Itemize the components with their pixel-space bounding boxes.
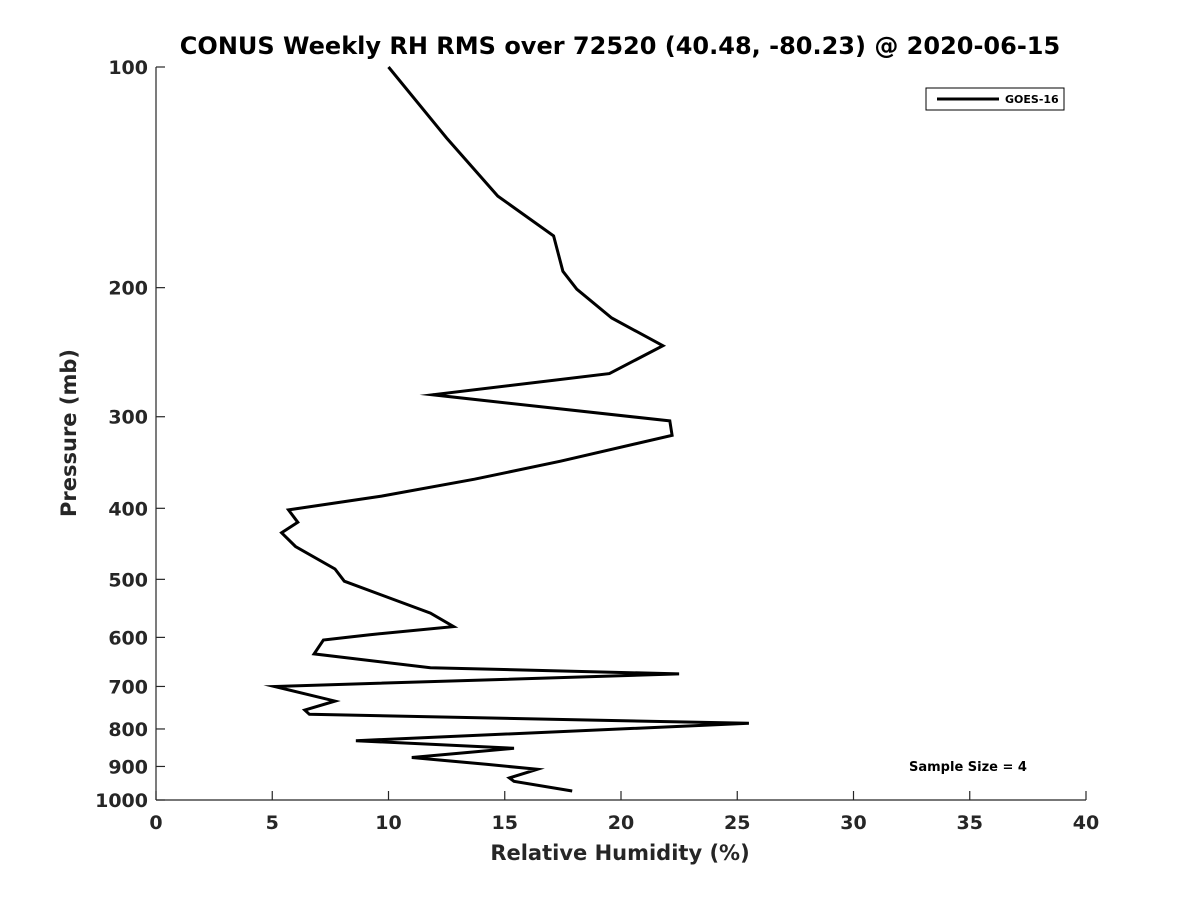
x-tick-label: 15 xyxy=(492,812,518,834)
x-axis-label: Relative Humidity (%) xyxy=(490,841,749,865)
y-tick-label: 400 xyxy=(108,498,148,520)
y-tick-label: 200 xyxy=(108,278,148,300)
y-tick-label: 500 xyxy=(108,569,148,591)
chart-title: CONUS Weekly RH RMS over 72520 (40.48, -… xyxy=(180,32,1060,60)
x-tick-label: 20 xyxy=(608,812,634,834)
y-axis-label: Pressure (mb) xyxy=(57,349,81,517)
x-tick-label: 5 xyxy=(266,812,279,834)
x-tick-label: 10 xyxy=(375,812,401,834)
series-line-goes-16 xyxy=(263,66,749,793)
y-tick-label: 900 xyxy=(108,756,148,778)
y-tick-label: 700 xyxy=(108,676,148,698)
y-tick-label: 800 xyxy=(108,719,148,741)
y-tick-label: 600 xyxy=(108,627,148,649)
y-axis-ticks: 100 200 300 400 500 600 700 800 900 1000 xyxy=(95,57,165,812)
y-tick-label: 300 xyxy=(108,407,148,429)
legend: GOES-16 xyxy=(925,87,1065,111)
legend-entry-goes-16: GOES-16 xyxy=(1005,93,1059,106)
series-layer xyxy=(263,66,749,793)
x-tick-label: 30 xyxy=(840,812,866,834)
y-tick-label: 1000 xyxy=(95,790,148,812)
x-tick-label: 35 xyxy=(957,812,983,834)
x-tick-label: 40 xyxy=(1073,812,1099,834)
y-tick-label: 100 xyxy=(108,57,148,79)
sample-size-annotation: Sample Size = 4 xyxy=(909,760,1027,775)
x-tick-label: 0 xyxy=(149,812,162,834)
x-tick-label: 25 xyxy=(724,812,750,834)
x-axis-ticks: 0 5 10 15 20 25 30 35 40 xyxy=(149,791,1099,834)
